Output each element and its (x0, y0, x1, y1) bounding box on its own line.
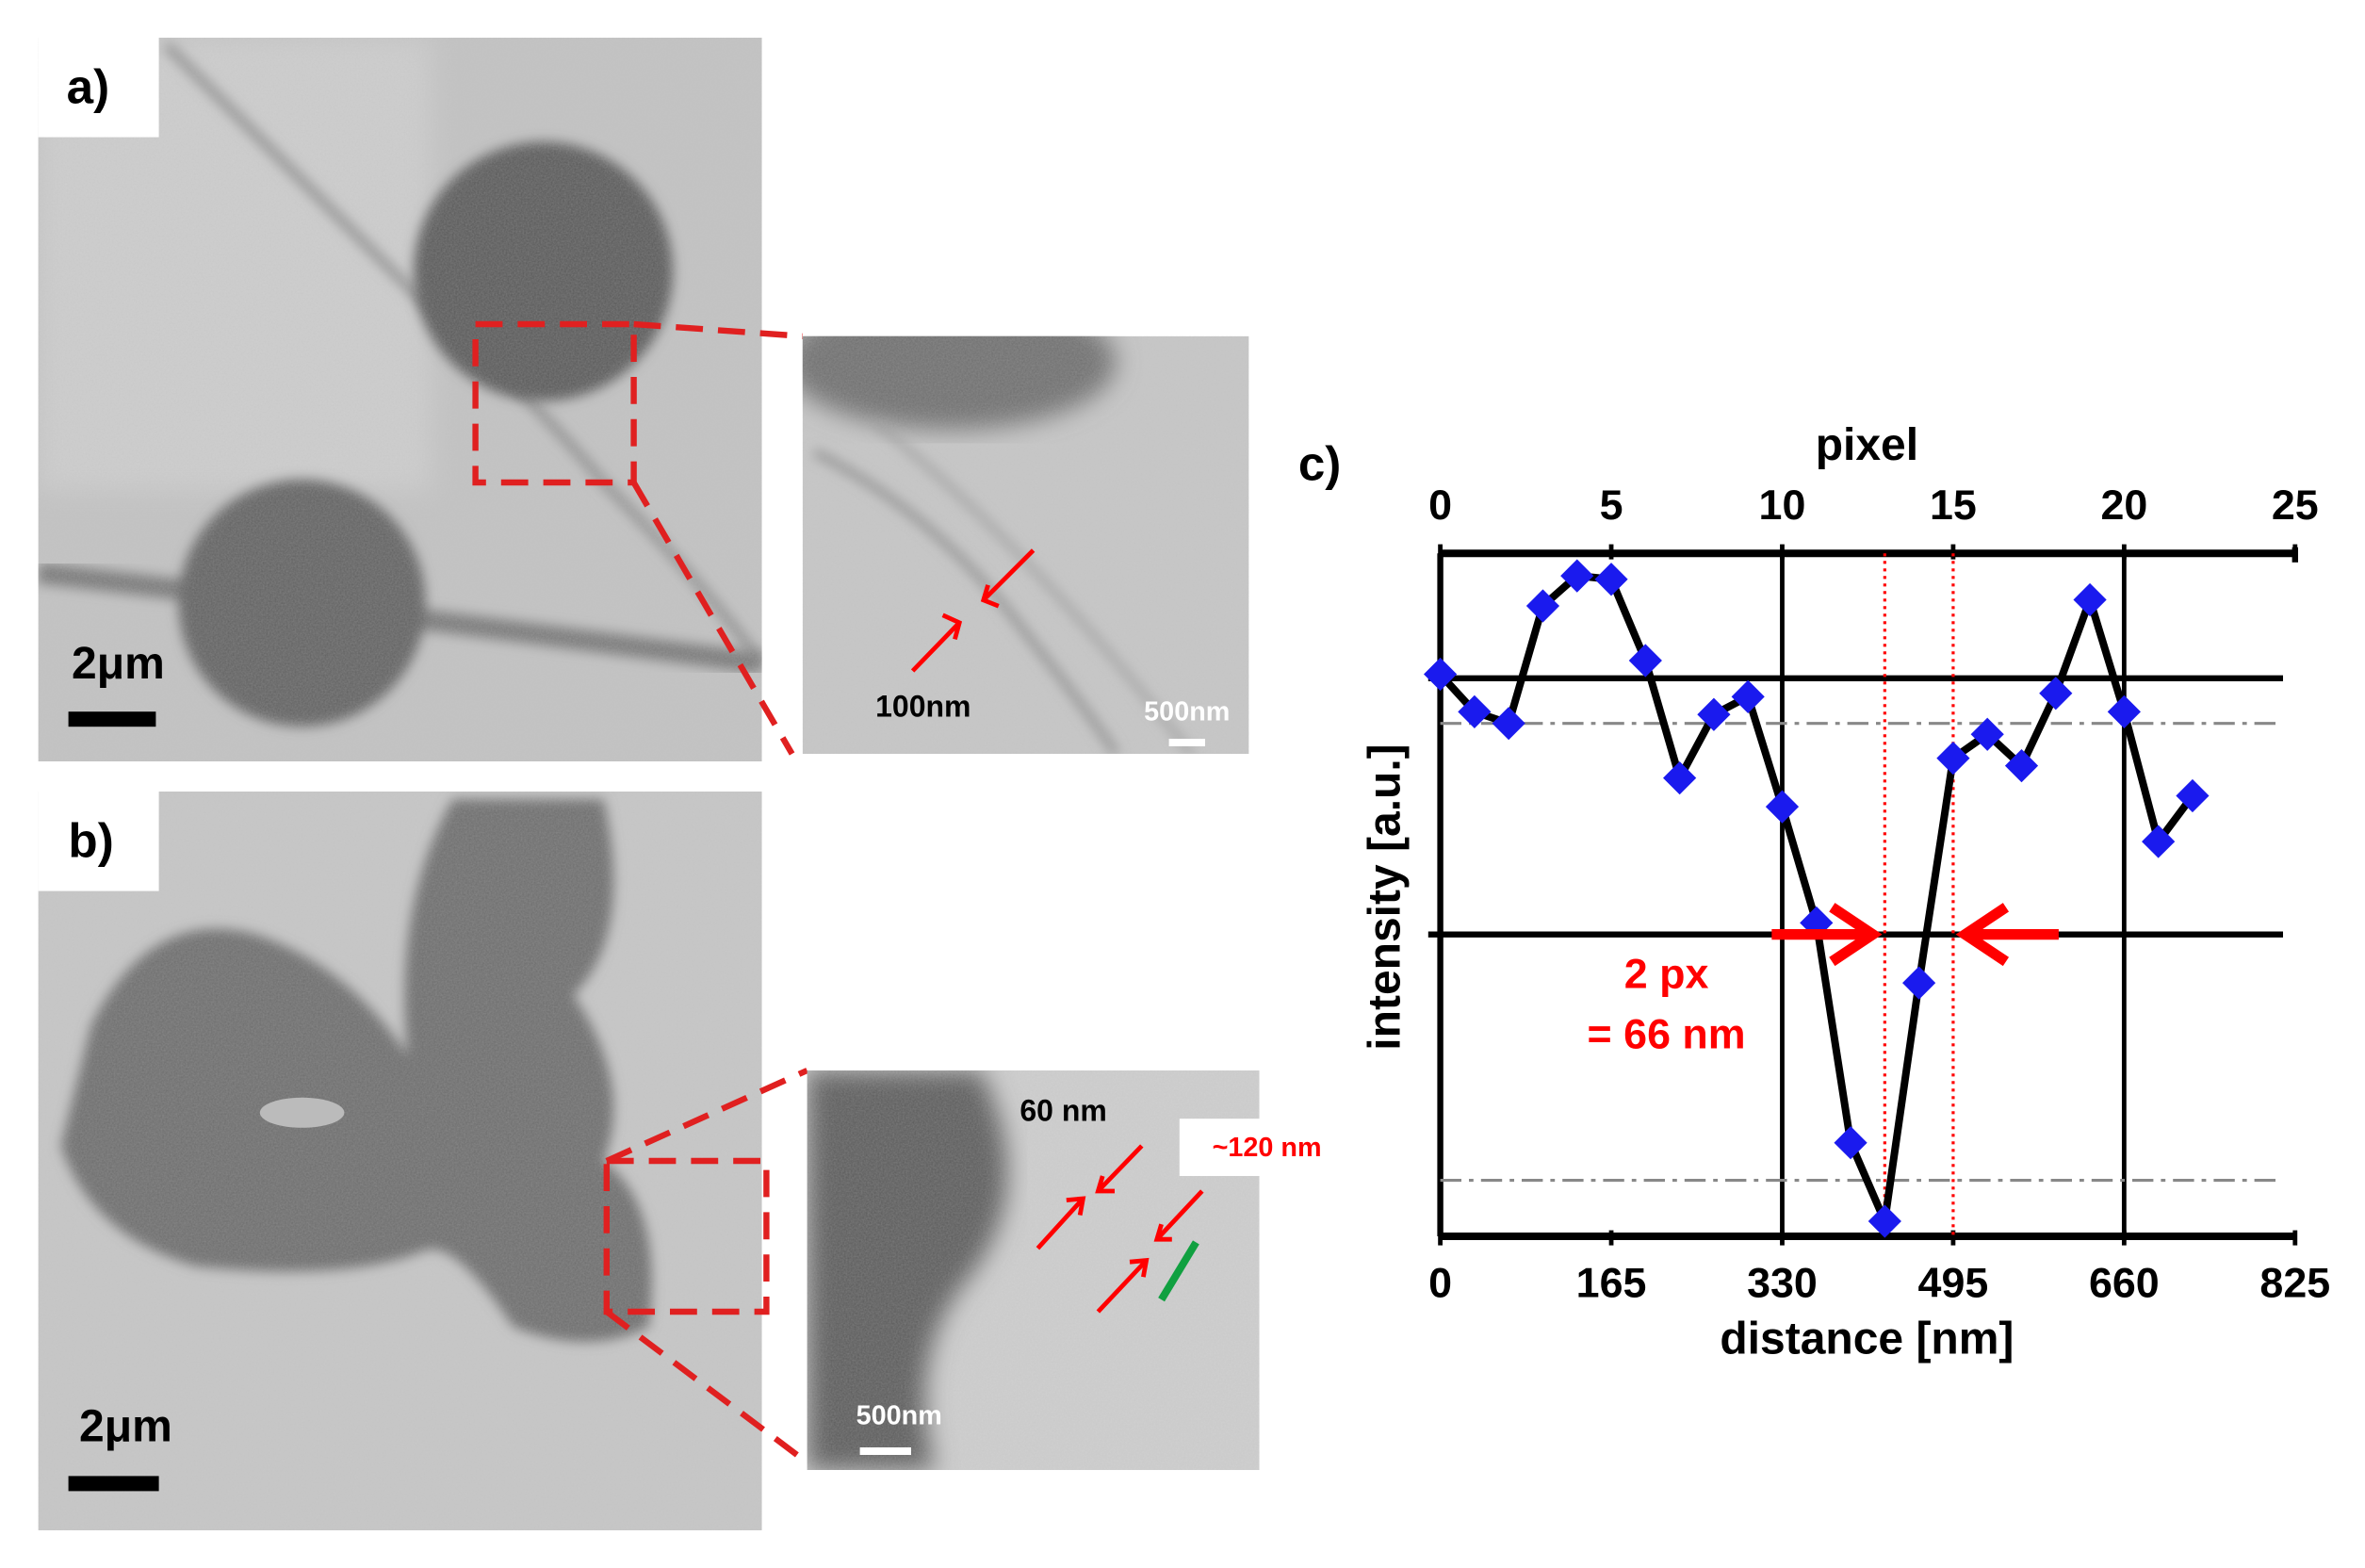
data-point (1697, 697, 1731, 731)
data-point (1594, 563, 1628, 596)
x-tick-label: 20 (2100, 482, 2147, 529)
annotation: = 66 nm (1588, 1011, 1746, 1058)
y-axis-title: intensity [a.u.] (1360, 743, 1410, 1050)
data-point (2073, 582, 2107, 617)
zoom-connector (604, 1068, 809, 1465)
x2-tick-label: 825 (2259, 1260, 2330, 1307)
x-axis-title: pixel (1816, 420, 1918, 470)
data-point (2176, 778, 2210, 813)
x2-tick-label: 660 (2089, 1260, 2160, 1307)
data-point (1731, 679, 1765, 714)
annotation: ~120 nm (1213, 1133, 1322, 1163)
micrograph-b (38, 792, 762, 1530)
x2-tick-label: 165 (1576, 1260, 1647, 1307)
scale-bar (1168, 739, 1205, 746)
data-point (1525, 589, 1560, 623)
x2-axis-title: distance [nm] (1720, 1315, 2014, 1364)
annotation: 60 nm (1019, 1093, 1106, 1127)
width-arrows (910, 548, 1036, 673)
width-arrows (1036, 1144, 1204, 1314)
data-point (1902, 966, 1936, 1000)
scale-bar-label: 500nm (1144, 696, 1230, 727)
fwhm-arrow (1955, 903, 2059, 967)
scale-bar-label: 500nm (856, 1401, 942, 1431)
x2-tick-label: 0 (1428, 1260, 1452, 1307)
x2-tick-label: 330 (1747, 1260, 1818, 1307)
scale-bar (859, 1447, 911, 1455)
panel-label: a) (67, 60, 110, 114)
fwhm-arrow (1771, 903, 1883, 967)
x-tick-label: 5 (1600, 482, 1623, 529)
zoom-box (603, 1157, 770, 1315)
data-point (2039, 677, 2073, 710)
data-point (1765, 790, 1800, 824)
annotation: 2 px (1624, 951, 1709, 998)
data-point (1628, 644, 1662, 678)
scale-bar (68, 711, 156, 727)
x-tick-label: 10 (1759, 482, 1806, 529)
x2-tick-label: 495 (1918, 1260, 1989, 1307)
micrograph-a (38, 38, 762, 761)
x-tick-label: 0 (1428, 482, 1452, 529)
data-point (1868, 1204, 1901, 1238)
data-point (2142, 825, 2176, 858)
data-point (1492, 707, 1525, 741)
label-box (1179, 1119, 1348, 1176)
annotation: 100nm (875, 689, 970, 723)
data-point (1663, 761, 1697, 795)
data-point (2004, 749, 2039, 783)
scale-bar (68, 1476, 159, 1492)
profile-line (1158, 1240, 1199, 1302)
data-point (1834, 1126, 1868, 1160)
label-box (38, 38, 159, 138)
data-point (1560, 559, 1594, 593)
data-line (1437, 572, 2196, 1225)
zoom-connector (630, 320, 804, 756)
label-box (38, 792, 159, 891)
inset-a (802, 335, 1249, 754)
panel-label: b) (68, 814, 113, 868)
scale-bar-label: 2μm (79, 1401, 172, 1451)
panel-label: c) (1298, 437, 1342, 491)
zoom-box (472, 320, 637, 486)
x-tick-label: 25 (2272, 482, 2319, 529)
scale-bar-label: 2μm (72, 639, 165, 689)
x-tick-label: 15 (1930, 482, 1977, 529)
